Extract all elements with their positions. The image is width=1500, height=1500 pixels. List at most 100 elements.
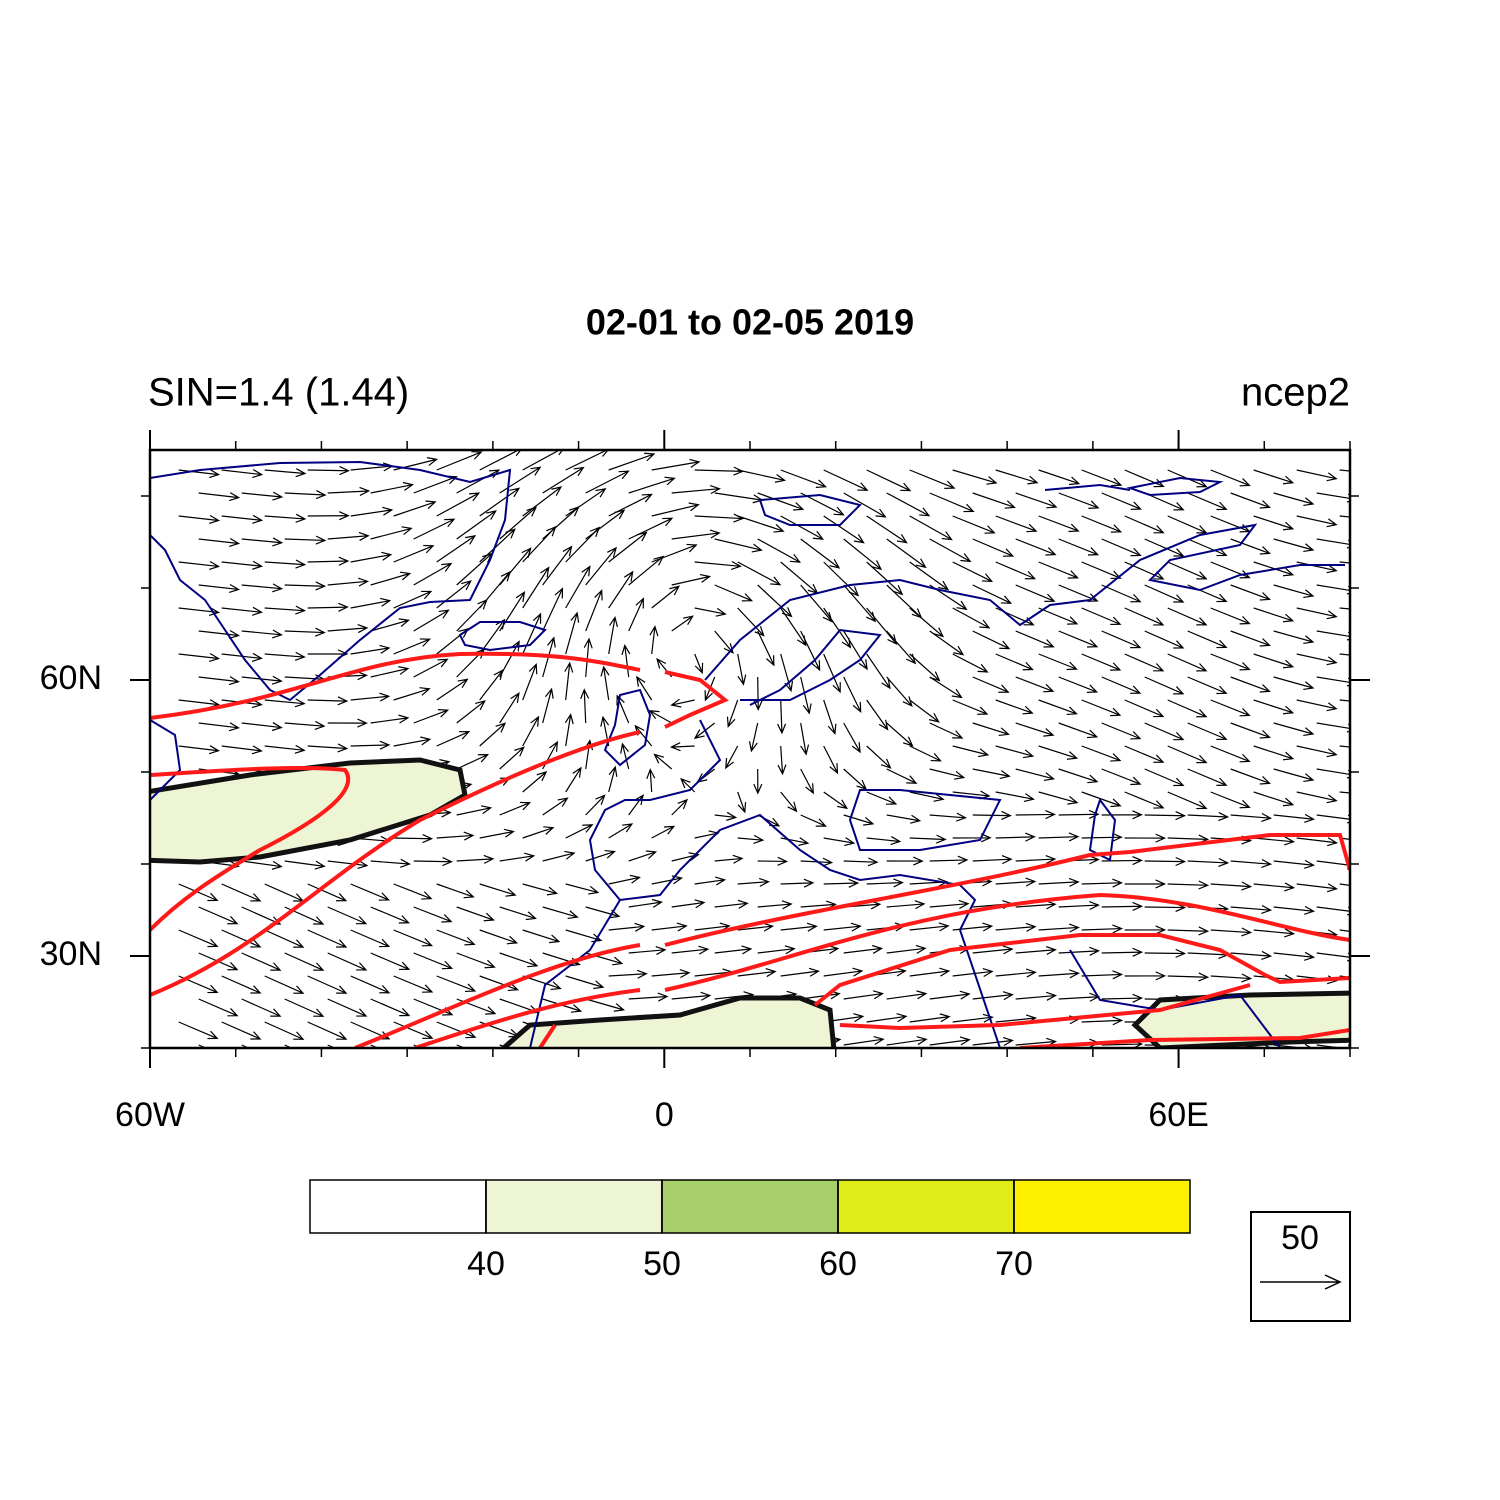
wind-vector [737, 653, 747, 686]
wind-vector [800, 857, 834, 867]
wind-vector [1230, 492, 1271, 509]
wind-vector [499, 852, 536, 862]
wind-vector [585, 998, 626, 1012]
wind-vector [929, 855, 969, 865]
wind-vector [748, 722, 759, 753]
contour-line [354, 943, 641, 1048]
wind-vector [843, 676, 862, 714]
wind-vector [1058, 722, 1099, 739]
wind-vector [284, 581, 327, 591]
wind-vector [714, 811, 738, 821]
wind-vector [522, 663, 538, 701]
wind-vector [866, 1013, 908, 1023]
wind-vector [370, 526, 413, 540]
wind-vector [757, 945, 796, 955]
wind-vector [499, 506, 538, 540]
wind-vector [1296, 561, 1338, 574]
wind-vector [780, 515, 825, 540]
contour-line [813, 933, 1350, 1007]
wind-vector [241, 722, 283, 732]
wind-vector [479, 722, 507, 747]
wind-vector [1101, 768, 1142, 786]
wind-vector [1124, 833, 1167, 843]
wind-vector [1296, 745, 1338, 758]
wind-vector [843, 492, 887, 518]
wind-vector [436, 883, 475, 899]
wind-vector [178, 469, 221, 479]
y-tick-label: 60N [40, 659, 102, 697]
wind-vector [972, 492, 1016, 509]
wind-vector [221, 606, 264, 616]
coastlines [150, 460, 1345, 1048]
wind-vector [866, 878, 904, 888]
wind-vector [843, 944, 884, 954]
wind-vector [1124, 879, 1167, 889]
wind-vector [1210, 973, 1253, 983]
wind-vector [264, 651, 306, 661]
wind-vector [1339, 561, 1350, 564]
wind-vector [178, 745, 220, 755]
wind-vector [952, 967, 994, 977]
wind-vector [221, 1021, 262, 1040]
wind-vector [886, 900, 926, 910]
wind-vector [1144, 630, 1185, 649]
wind-vector [198, 998, 239, 1017]
wind-vector [737, 877, 770, 887]
wind-vector [866, 836, 902, 846]
wind-vector [1101, 947, 1144, 957]
wind-vector [284, 860, 326, 870]
wind-vector [1253, 745, 1295, 761]
wind-vector [843, 630, 868, 671]
wind-vector [1058, 946, 1101, 956]
wind-vector [1081, 469, 1123, 487]
wind-vector [1038, 791, 1079, 805]
wind-vector [929, 899, 970, 909]
title: 02-01 to 02-05 2019 [586, 302, 914, 343]
colorbar-box [309, 1179, 487, 1234]
wind-vector [780, 837, 810, 847]
wind-vector [777, 745, 787, 776]
wind-vector [1015, 768, 1056, 782]
wind-vector [1187, 768, 1228, 786]
wind-vector [542, 466, 585, 494]
wind-vector [585, 906, 621, 919]
wind-vector [737, 834, 765, 844]
wind-vector [866, 561, 904, 596]
red-contours [150, 651, 1350, 1048]
wind-vector [886, 856, 924, 866]
wind-vector [886, 630, 917, 665]
wind-vector [843, 722, 861, 754]
wind-vector [1253, 882, 1296, 892]
wind-vector [264, 1021, 305, 1040]
wind-vector [479, 528, 516, 563]
wind-vector [1253, 561, 1295, 577]
wind-vector [1210, 881, 1253, 891]
wind-vector [284, 998, 325, 1017]
wind-vector [929, 676, 963, 699]
wind-vector [653, 753, 673, 770]
wind-vector [198, 583, 241, 594]
wind-vector [1124, 699, 1165, 718]
wind-vector [221, 514, 264, 524]
wind-vector [843, 584, 877, 623]
wind-vector [307, 602, 349, 612]
wind-vector [542, 545, 573, 586]
wind-vector [264, 468, 307, 478]
wind-vector [1296, 469, 1338, 482]
wind-vector [972, 991, 1014, 1001]
wind-vector [565, 824, 594, 839]
wind-vector [608, 452, 656, 471]
wind-vector [886, 538, 927, 569]
wind-vector [327, 998, 368, 1017]
wind-vector [1187, 492, 1228, 511]
wind-vector [565, 526, 601, 563]
wind-vector [628, 597, 644, 632]
wind-vector [1058, 768, 1099, 784]
wind-vector [628, 898, 663, 908]
wind-vector [522, 929, 561, 944]
wind-vector [1273, 630, 1315, 645]
wind-vector [909, 922, 950, 932]
wind-vector [1339, 791, 1350, 794]
colorbar-label: 40 [467, 1245, 505, 1283]
wind-vector [909, 653, 941, 682]
